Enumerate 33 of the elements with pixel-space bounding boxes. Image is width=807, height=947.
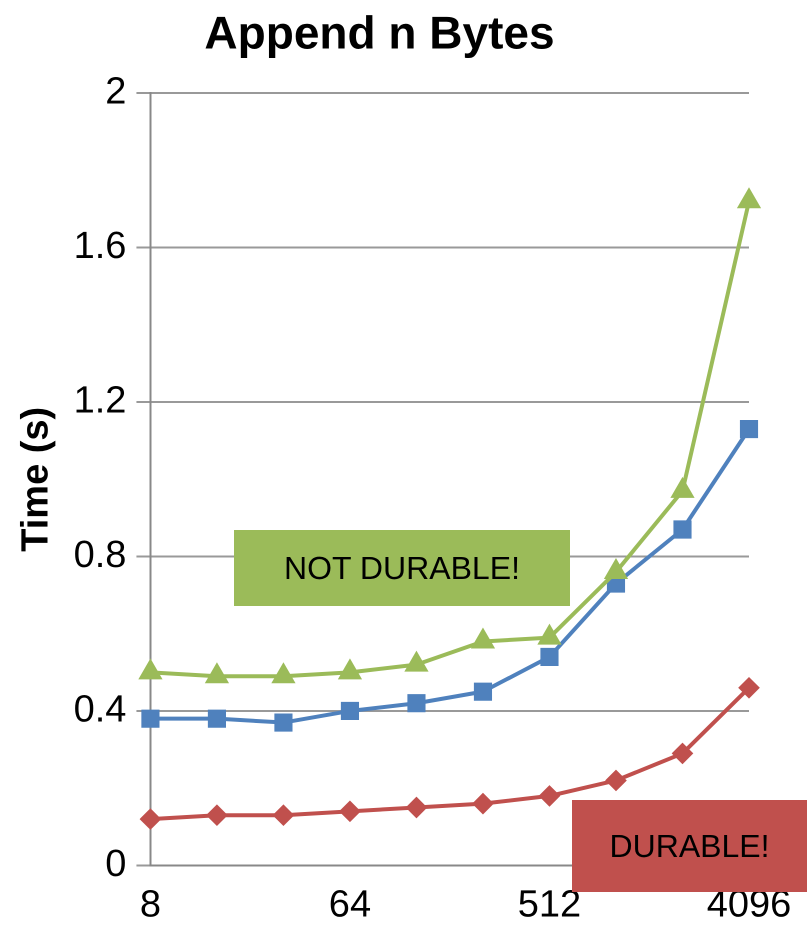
y-tick-label: 0.8 — [74, 534, 126, 576]
y-tick-label: 1.2 — [74, 380, 126, 422]
series-label: DURABLE! — [609, 828, 770, 864]
y-tick-label: 1.6 — [74, 225, 126, 268]
point — [340, 702, 360, 720]
point — [141, 710, 160, 728]
point — [406, 797, 426, 818]
point — [673, 520, 692, 539]
point — [206, 805, 227, 826]
point — [539, 786, 560, 806]
y-axis-title: Time (s) — [14, 406, 56, 552]
point — [739, 678, 759, 698]
y-tick-label: 0.4 — [74, 688, 126, 730]
point — [738, 189, 760, 208]
point — [208, 710, 226, 728]
point — [140, 809, 160, 830]
series-label: NOT DURABLE! — [284, 550, 520, 586]
point — [606, 770, 626, 790]
point — [672, 743, 692, 764]
point — [540, 648, 559, 666]
x-tick-label: 64 — [328, 884, 372, 926]
y-tick-label: 0 — [105, 842, 126, 885]
point — [274, 713, 293, 732]
point — [273, 805, 294, 826]
y-tick-label: 2 — [105, 70, 126, 113]
point — [474, 682, 492, 701]
point — [340, 801, 360, 822]
point — [472, 794, 493, 814]
x-tick-label: 8 — [140, 884, 161, 926]
point — [407, 694, 426, 712]
point — [740, 420, 758, 438]
x-tick-label: 512 — [518, 884, 582, 926]
chart-title: Append n Bytes — [204, 6, 555, 58]
